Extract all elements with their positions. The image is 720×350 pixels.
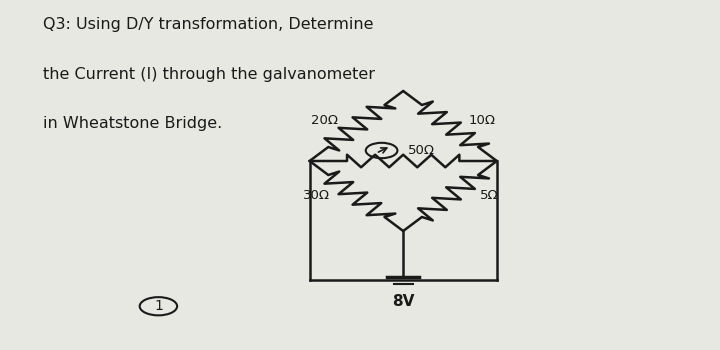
- Text: the Current (I) through the galvanometer: the Current (I) through the galvanometer: [43, 66, 375, 82]
- Text: 5Ω: 5Ω: [480, 189, 499, 203]
- Text: Q3: Using D/Y transformation, Determine: Q3: Using D/Y transformation, Determine: [43, 18, 374, 33]
- Text: 30Ω: 30Ω: [303, 189, 330, 203]
- Text: 20Ω: 20Ω: [310, 114, 338, 127]
- Text: 50Ω: 50Ω: [408, 144, 435, 157]
- Text: 8V: 8V: [392, 294, 415, 309]
- Text: 1: 1: [154, 299, 163, 313]
- Text: 10Ω: 10Ω: [469, 114, 496, 127]
- Text: in Wheatstone Bridge.: in Wheatstone Bridge.: [43, 116, 222, 131]
